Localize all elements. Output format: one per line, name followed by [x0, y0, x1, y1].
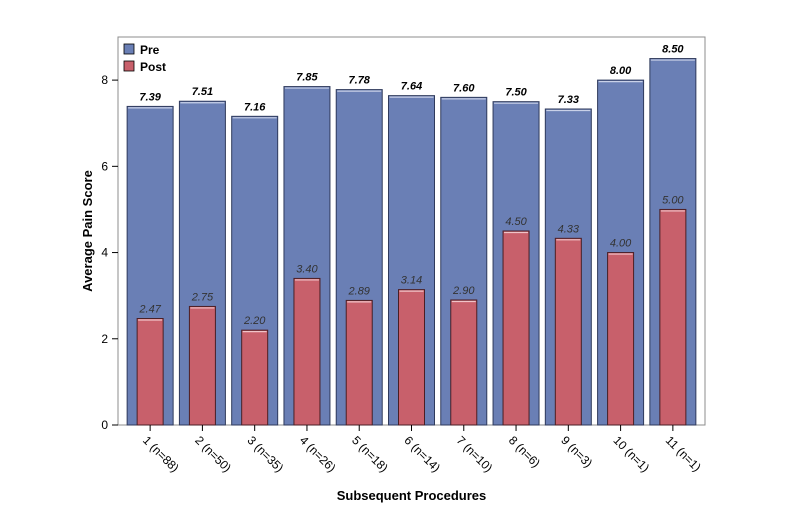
bar-post	[293, 277, 321, 426]
y-tick-label: 6	[101, 159, 108, 173]
bar-pre-value-label: 8.00	[610, 65, 632, 77]
x-tick-label: 10 (n=1)	[610, 433, 652, 475]
x-tick-label: 2 (n=50)	[192, 433, 234, 475]
bar-post	[136, 318, 164, 426]
bar-post-value-label: 3.14	[401, 275, 422, 287]
y-tick-label: 8	[101, 73, 108, 87]
x-tick-label: 4 (n=26)	[297, 433, 339, 475]
bar-post-value-label: 5.00	[662, 194, 684, 206]
bar-pre-value-label: 7.60	[453, 82, 475, 94]
bar-pre-value-label: 7.50	[505, 87, 527, 99]
legend-label: Post	[140, 60, 166, 74]
bar-post	[607, 252, 635, 426]
bar-post	[659, 208, 687, 426]
y-tick-label: 0	[101, 418, 108, 432]
bar-pre-value-label: 7.64	[401, 81, 422, 93]
x-tick-label: 3 (n=35)	[245, 433, 287, 475]
x-tick-label: 6 (n=14)	[401, 433, 443, 475]
bars: 7.39 2.47 7.51 2.75 7.16 2.20 7.85 3.40 7.78 2.89…	[126, 44, 697, 426]
bar-pre-value-label: 7.85	[296, 72, 318, 84]
x-axis: 1 (n=88) 2 (n=50) 3 (n=35) 4 (n=26) 5 (n=18)…	[140, 425, 704, 475]
bar-post	[554, 237, 582, 426]
bar-post	[188, 305, 216, 426]
bar-post-value-label: 2.75	[191, 291, 214, 303]
bar-post	[502, 230, 530, 426]
bar-pre-value-label: 7.39	[139, 91, 161, 103]
legend-label: Pre	[140, 43, 160, 57]
y-axis: 0 2 4 6 8	[101, 73, 118, 432]
x-tick-label: 11 (n=1)	[663, 433, 704, 474]
x-tick-label: 9 (n=3)	[558, 433, 595, 470]
y-tick-label: 2	[101, 332, 108, 346]
y-axis-title: Average Pain Score	[80, 170, 95, 292]
bar-pre-value-label: 7.16	[244, 101, 266, 113]
bar-pre-value-label: 7.33	[558, 94, 579, 106]
bar-pre-value-label: 7.78	[349, 75, 371, 87]
bar-post-value-label: 2.20	[243, 315, 266, 327]
bar-post-value-label: 4.33	[558, 223, 580, 235]
bar-post	[450, 299, 478, 426]
y-tick-label: 4	[101, 246, 108, 260]
bar-post	[241, 329, 269, 426]
bar-pre-value-label: 7.51	[192, 86, 213, 98]
bar-post-value-label: 2.90	[452, 285, 475, 297]
bar-post-value-label: 2.89	[348, 285, 370, 297]
x-tick-label: 7 (n=10)	[454, 433, 496, 475]
x-tick-label: 8 (n=6)	[506, 433, 543, 470]
bar-post-value-label: 3.40	[296, 263, 318, 275]
bar-post	[345, 299, 373, 426]
legend-swatch	[123, 60, 135, 72]
legend: Pre Post	[123, 43, 166, 74]
x-tick-label: 5 (n=18)	[349, 433, 391, 475]
x-axis-title: Subsequent Procedures	[337, 488, 487, 503]
legend-swatch	[123, 43, 135, 55]
bar-pre-value-label: 8.50	[662, 44, 684, 56]
bar-post	[398, 289, 425, 426]
bar-post-value-label: 4.00	[610, 238, 632, 250]
bar-post-value-label: 2.47	[138, 304, 161, 316]
x-tick-label: 1 (n=88)	[140, 433, 182, 475]
bar-post-value-label: 4.50	[505, 216, 527, 228]
